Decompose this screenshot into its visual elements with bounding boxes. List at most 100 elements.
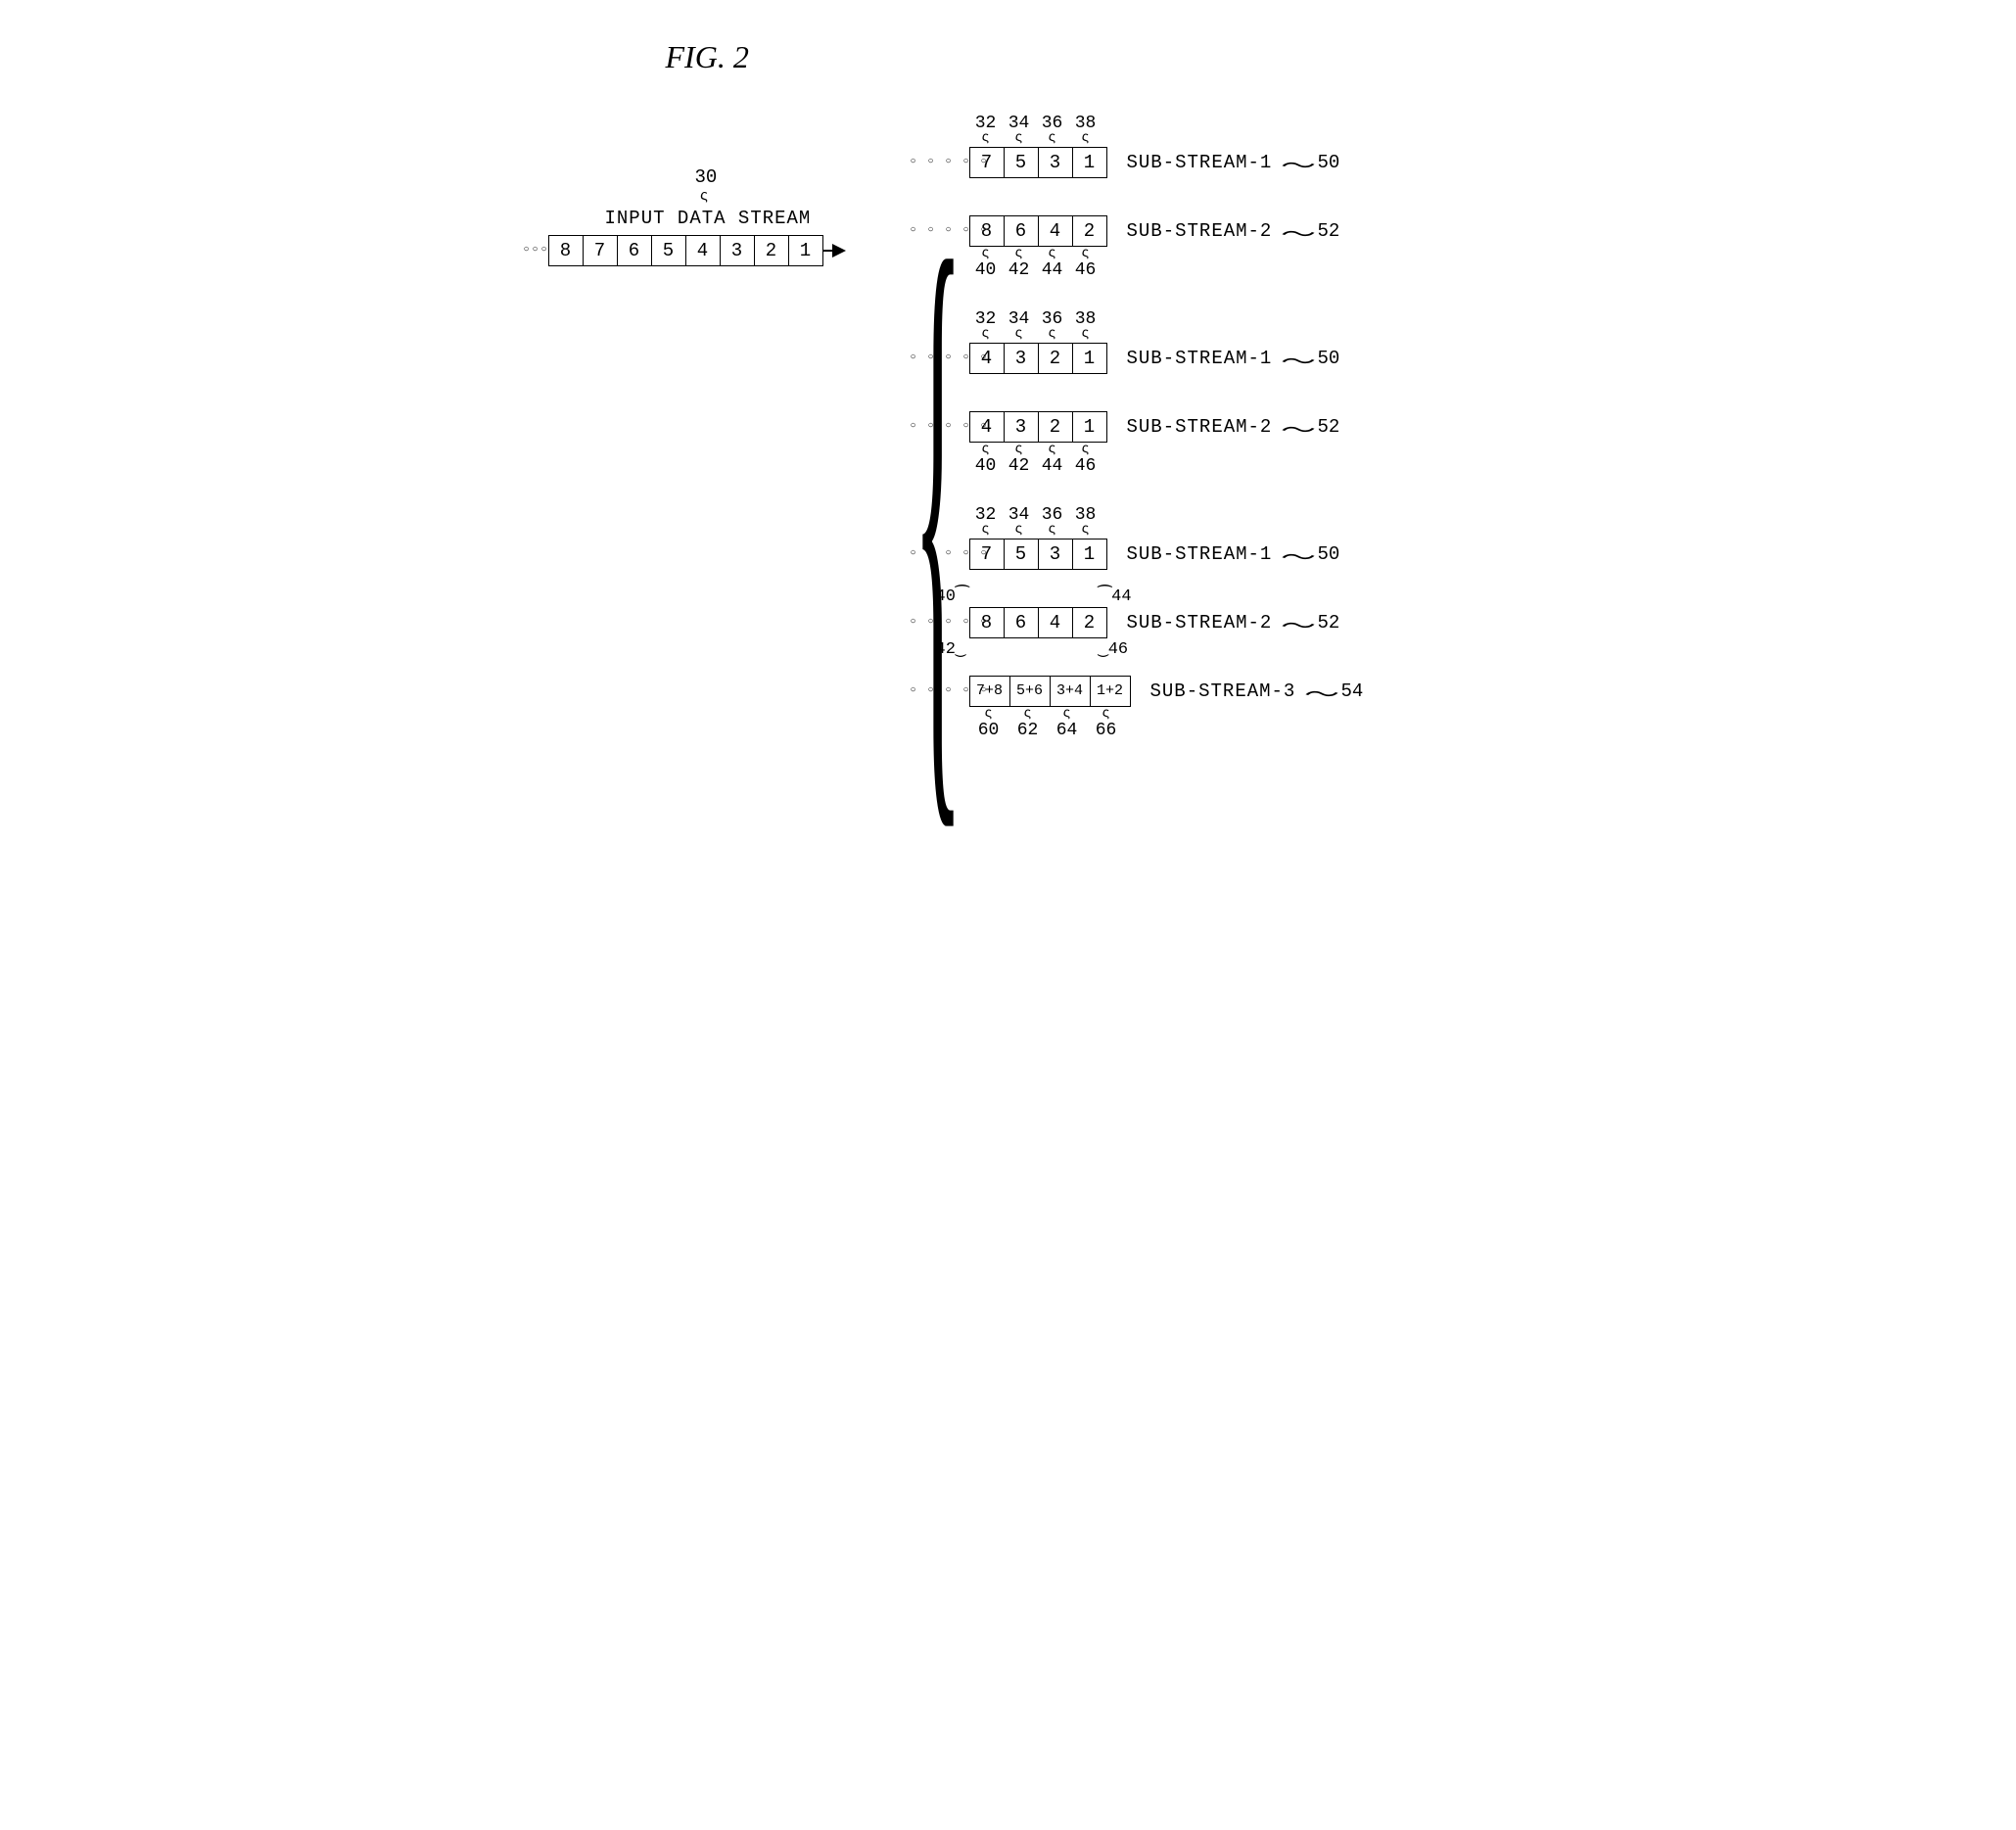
tick-3: ς [1069, 249, 1102, 258]
tick-0: ς [969, 329, 1003, 339]
cell-2: 3 [1039, 540, 1073, 569]
cell-1: 6 [1005, 608, 1039, 637]
bot-ref-1: 42 [1003, 456, 1036, 476]
tick-0: ς [969, 709, 1008, 719]
cell-0: 7+8 [970, 677, 1010, 706]
bot-ref-1: 62 [1008, 721, 1048, 740]
tick-1: ς [1003, 133, 1036, 143]
substream-name: SUB-STREAM-2 [1127, 220, 1273, 242]
cell-3: 2 [1073, 608, 1106, 637]
cell-3: 1 [1073, 412, 1106, 442]
input-label: INPUT DATA STREAM [605, 208, 812, 229]
tick-3: ς [1069, 445, 1102, 454]
row-bot-refs: 40424446 [969, 260, 1102, 280]
tick-1: ς [1003, 329, 1036, 339]
cell-0: 4 [970, 412, 1005, 442]
tick-0: ς [969, 249, 1003, 258]
side-ref-br: ‿46 [1099, 638, 1129, 659]
substream-ref: 50 [1318, 348, 1340, 369]
tick-2: ς [1036, 133, 1069, 143]
row-bot-refs: 60626466 [969, 721, 1126, 740]
substream-cells: 7531 [969, 147, 1107, 178]
tick-1: ς [1003, 249, 1036, 258]
substream-ref: 50 [1318, 152, 1340, 173]
cell-0: 7 [970, 148, 1005, 177]
substream-cells: 4321 [969, 343, 1107, 374]
cell-0: 8 [970, 608, 1005, 637]
tick-0: ς [969, 445, 1003, 454]
tick-0: ς [969, 133, 1003, 143]
split-arrow-icon [832, 244, 846, 258]
side-ref-tl: 40⁀ [936, 586, 969, 606]
substream-ref: 52 [1318, 220, 1340, 242]
substream-name: SUB-STREAM-3 [1150, 680, 1296, 702]
tick-2: ς [1036, 525, 1069, 535]
bot-ref-2: 44 [1036, 260, 1069, 280]
bot-ref-2: 64 [1048, 721, 1087, 740]
cell-3: 1 [1073, 540, 1106, 569]
squiggle-icon: ～ [1281, 610, 1316, 639]
input-cell-3: 5 [652, 236, 686, 265]
cell-1: 5 [1005, 540, 1039, 569]
input-cell-0: 8 [549, 236, 584, 265]
substream-name: SUB-STREAM-1 [1127, 543, 1273, 565]
cell-1: 3 [1005, 412, 1039, 442]
squiggle-icon: ～ [1281, 218, 1316, 248]
input-cell-6: 2 [755, 236, 789, 265]
cell-2: 4 [1039, 216, 1073, 246]
side-ref-tr: ⁀44 [1099, 586, 1132, 606]
row-bot-ticks: ςςςς [969, 249, 1102, 258]
substream-name: SUB-STREAM-1 [1127, 152, 1273, 173]
row-bot-ticks: ςςςς [969, 445, 1102, 454]
bot-ref-2: 44 [1036, 456, 1069, 476]
bot-ref-3: 46 [1069, 456, 1102, 476]
tick-3: ς [1069, 525, 1102, 535]
tick-2: ς [1036, 249, 1069, 258]
substream-cells: 8642 [969, 607, 1107, 638]
tick-2: ς [1036, 445, 1069, 454]
substream-name: SUB-STREAM-2 [1127, 416, 1273, 438]
row-bot-refs: 40424446 [969, 456, 1102, 476]
cell-1: 6 [1005, 216, 1039, 246]
substream-ref: 54 [1341, 680, 1364, 702]
substream-name: SUB-STREAM-2 [1127, 612, 1273, 633]
substream-name: SUB-STREAM-1 [1127, 348, 1273, 369]
figure-title: FIG. 2 [666, 39, 749, 75]
cell-1: 3 [1005, 344, 1039, 373]
cell-0: 8 [970, 216, 1005, 246]
cell-3: 1 [1073, 344, 1106, 373]
substream-cells: 7531 [969, 539, 1107, 570]
squiggle-icon: ～ [1281, 150, 1316, 179]
input-cell-7: 1 [789, 236, 822, 265]
cell-2: 3 [1039, 148, 1073, 177]
bot-ref-0: 60 [969, 721, 1008, 740]
input-cells: 87654321 [548, 235, 823, 266]
squiggle-icon: ～ [1281, 414, 1316, 444]
cell-3: 1+2 [1091, 677, 1130, 706]
bot-ref-1: 42 [1003, 260, 1036, 280]
substream-cells: 8642 [969, 215, 1107, 247]
input-ref-tick: ς [700, 188, 709, 205]
substream-ref: 50 [1318, 543, 1340, 565]
row-top-ticks: ςςςς [969, 329, 1102, 339]
input-ref: 30 [695, 166, 718, 188]
row-bot-ticks: ςςςς [969, 709, 1126, 719]
squiggle-icon: ～ [1304, 679, 1339, 708]
row-top-ticks: ςςςς [969, 133, 1102, 143]
bot-ref-0: 40 [969, 456, 1003, 476]
tick-2: ς [1048, 709, 1087, 719]
input-cell-4: 4 [686, 236, 721, 265]
tick-0: ς [969, 525, 1003, 535]
cell-2: 3+4 [1051, 677, 1091, 706]
cell-3: 1 [1073, 148, 1106, 177]
cell-2: 4 [1039, 608, 1073, 637]
squiggle-icon: ～ [1281, 541, 1316, 571]
cell-2: 2 [1039, 412, 1073, 442]
substream-ref: 52 [1318, 416, 1340, 438]
cell-3: 2 [1073, 216, 1106, 246]
tick-3: ς [1069, 133, 1102, 143]
substream-cells: 4321 [969, 411, 1107, 443]
cell-1: 5+6 [1010, 677, 1051, 706]
bot-ref-0: 40 [969, 260, 1003, 280]
input-ellipsis: ○○○ [524, 245, 550, 256]
